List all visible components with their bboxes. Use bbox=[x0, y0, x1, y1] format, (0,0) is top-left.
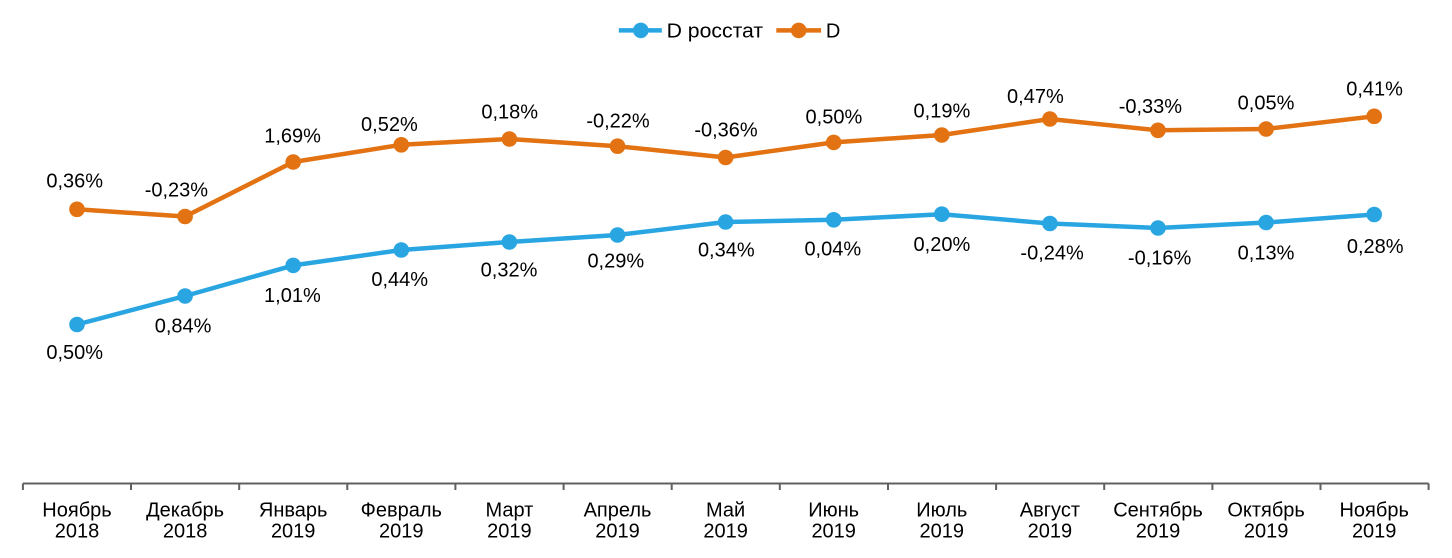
svg-text:2018: 2018 bbox=[55, 521, 100, 543]
svg-text:0,84%: 0,84% bbox=[155, 316, 212, 338]
svg-text:0,50%: 0,50% bbox=[46, 342, 103, 364]
svg-text:-0,23%: -0,23% bbox=[145, 180, 209, 202]
svg-text:2019: 2019 bbox=[1136, 521, 1181, 543]
svg-text:Август: Август bbox=[1020, 500, 1080, 522]
svg-text:2018: 2018 bbox=[163, 521, 208, 543]
svg-text:2019: 2019 bbox=[703, 521, 748, 543]
svg-text:D: D bbox=[826, 20, 840, 42]
svg-text:Декабрь: Декабрь bbox=[146, 500, 224, 522]
svg-text:2019: 2019 bbox=[271, 521, 316, 543]
svg-text:-0,33%: -0,33% bbox=[1119, 96, 1183, 118]
svg-text:0,18%: 0,18% bbox=[481, 101, 538, 123]
svg-text:Ноябрь: Ноябрь bbox=[1339, 500, 1408, 522]
svg-text:0,41%: 0,41% bbox=[1346, 79, 1403, 101]
svg-text:Сентябрь: Сентябрь bbox=[1113, 500, 1203, 522]
svg-text:0,52%: 0,52% bbox=[361, 114, 418, 136]
svg-text:Октябрь: Октябрь bbox=[1227, 500, 1305, 522]
svg-text:D росстат: D росстат bbox=[667, 20, 764, 42]
svg-text:Май: Май bbox=[706, 500, 745, 522]
svg-text:2019: 2019 bbox=[1028, 521, 1073, 543]
svg-text:0,34%: 0,34% bbox=[698, 239, 755, 261]
svg-text:2019: 2019 bbox=[379, 521, 424, 543]
svg-text:0,32%: 0,32% bbox=[481, 260, 538, 282]
svg-text:Апрель: Апрель bbox=[584, 500, 652, 522]
svg-text:0,13%: 0,13% bbox=[1238, 242, 1295, 264]
svg-text:0,04%: 0,04% bbox=[804, 239, 861, 261]
svg-text:0,20%: 0,20% bbox=[914, 234, 971, 256]
svg-text:0,28%: 0,28% bbox=[1347, 236, 1404, 258]
svg-text:0,44%: 0,44% bbox=[371, 269, 428, 291]
svg-text:0,50%: 0,50% bbox=[806, 106, 863, 128]
svg-text:1,01%: 1,01% bbox=[264, 285, 321, 307]
svg-text:0,36%: 0,36% bbox=[46, 171, 103, 193]
svg-text:Февраль: Февраль bbox=[361, 500, 442, 522]
svg-text:2019: 2019 bbox=[487, 521, 532, 543]
svg-text:-0,24%: -0,24% bbox=[1020, 242, 1084, 264]
svg-text:-0,36%: -0,36% bbox=[694, 120, 758, 142]
svg-text:Январь: Январь bbox=[259, 500, 328, 522]
svg-text:2019: 2019 bbox=[1352, 521, 1397, 543]
svg-text:0,29%: 0,29% bbox=[587, 251, 644, 273]
svg-text:2019: 2019 bbox=[1244, 521, 1289, 543]
svg-text:1,69%: 1,69% bbox=[264, 126, 321, 148]
svg-text:2019: 2019 bbox=[811, 521, 856, 543]
svg-text:0,05%: 0,05% bbox=[1238, 92, 1295, 114]
svg-text:Март: Март bbox=[485, 500, 533, 522]
svg-text:2019: 2019 bbox=[920, 521, 965, 543]
svg-text:Ноябрь: Ноябрь bbox=[42, 500, 111, 522]
svg-text:2019: 2019 bbox=[595, 521, 640, 543]
svg-text:-0,16%: -0,16% bbox=[1128, 247, 1192, 269]
svg-text:Июнь: Июнь bbox=[808, 500, 859, 522]
svg-text:0,47%: 0,47% bbox=[1007, 86, 1064, 108]
svg-text:-0,22%: -0,22% bbox=[586, 110, 650, 132]
svg-text:0,19%: 0,19% bbox=[914, 101, 971, 123]
svg-text:Июль: Июль bbox=[916, 500, 967, 522]
